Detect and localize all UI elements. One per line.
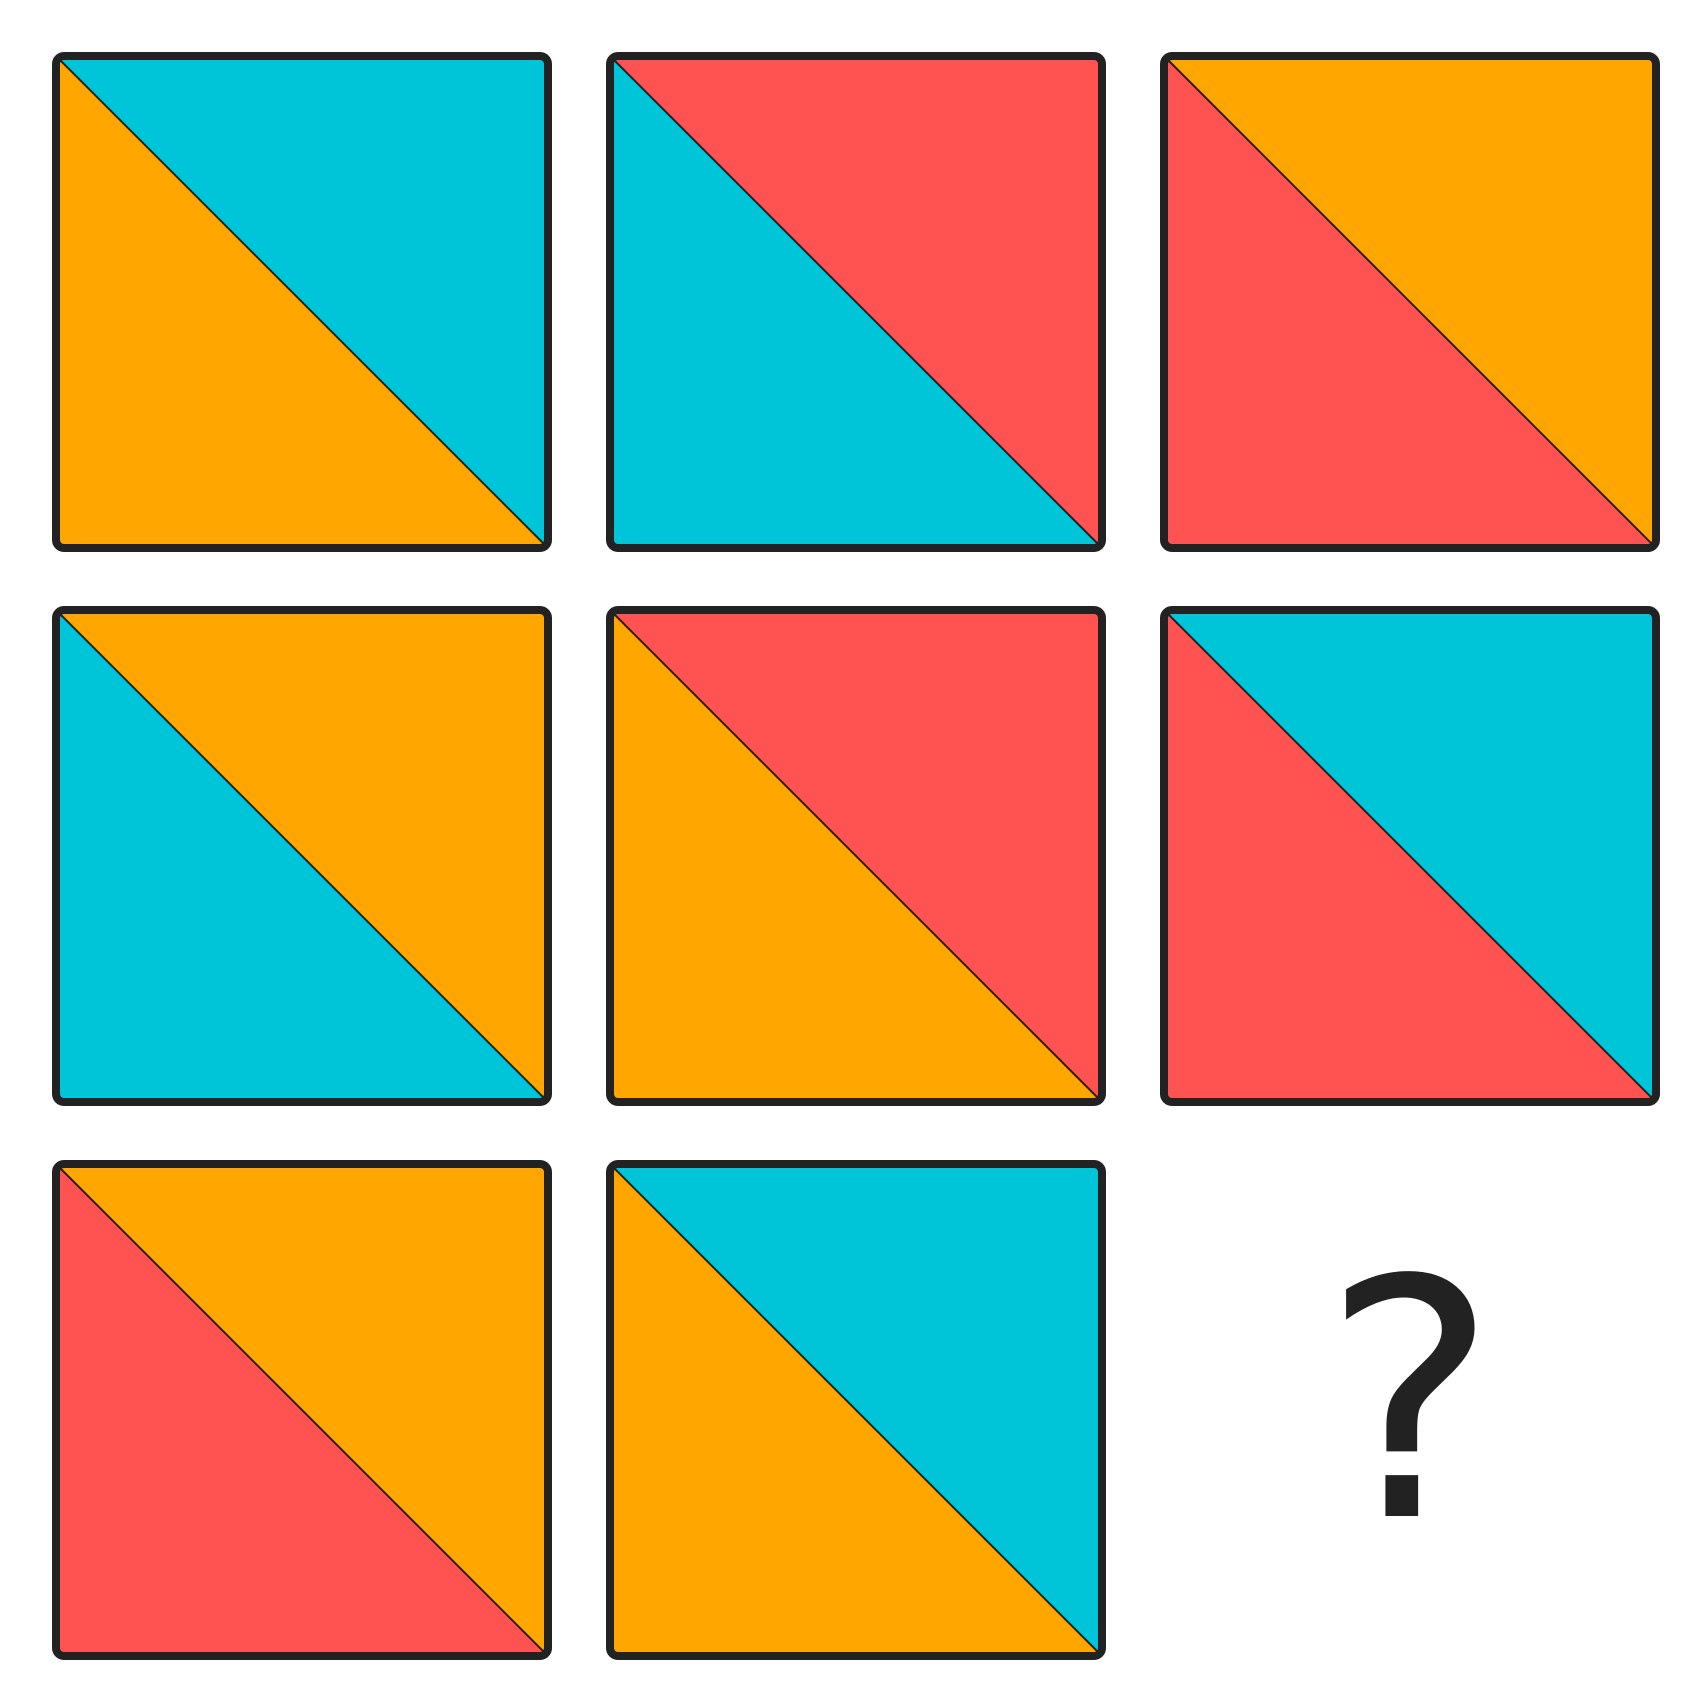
diagonal-line xyxy=(1165,611,1655,1101)
diagonal-line xyxy=(611,611,1101,1101)
tile-r2-c3 xyxy=(1160,606,1660,1106)
diagonal-line xyxy=(57,57,547,547)
tile-border xyxy=(52,606,552,1106)
diagonal-line xyxy=(611,57,1101,547)
diagonal-line xyxy=(57,1165,547,1655)
tile-r3-c1 xyxy=(52,1160,552,1660)
tile-r1-c2 xyxy=(606,52,1106,552)
tile-r1-c1 xyxy=(52,52,552,552)
tile-border xyxy=(52,52,552,552)
tile-r1-c3 xyxy=(1160,52,1660,552)
question-mark: ? xyxy=(1322,1210,1498,1594)
tile-border xyxy=(606,52,1106,552)
tile-r2-c1 xyxy=(52,606,552,1106)
tile-border xyxy=(52,1160,552,1660)
tile-border xyxy=(606,1160,1106,1660)
tile-border xyxy=(606,606,1106,1106)
tile-r2-c2 xyxy=(606,606,1106,1106)
tile-r3-c2 xyxy=(606,1160,1106,1660)
diagonal-line xyxy=(611,1165,1101,1655)
diagonal-line xyxy=(57,611,547,1101)
tile-border xyxy=(1160,52,1660,552)
diagonal-line xyxy=(1165,57,1655,547)
missing-tile-slot[interactable]: ? xyxy=(1160,1160,1660,1660)
tile-border xyxy=(1160,606,1660,1106)
